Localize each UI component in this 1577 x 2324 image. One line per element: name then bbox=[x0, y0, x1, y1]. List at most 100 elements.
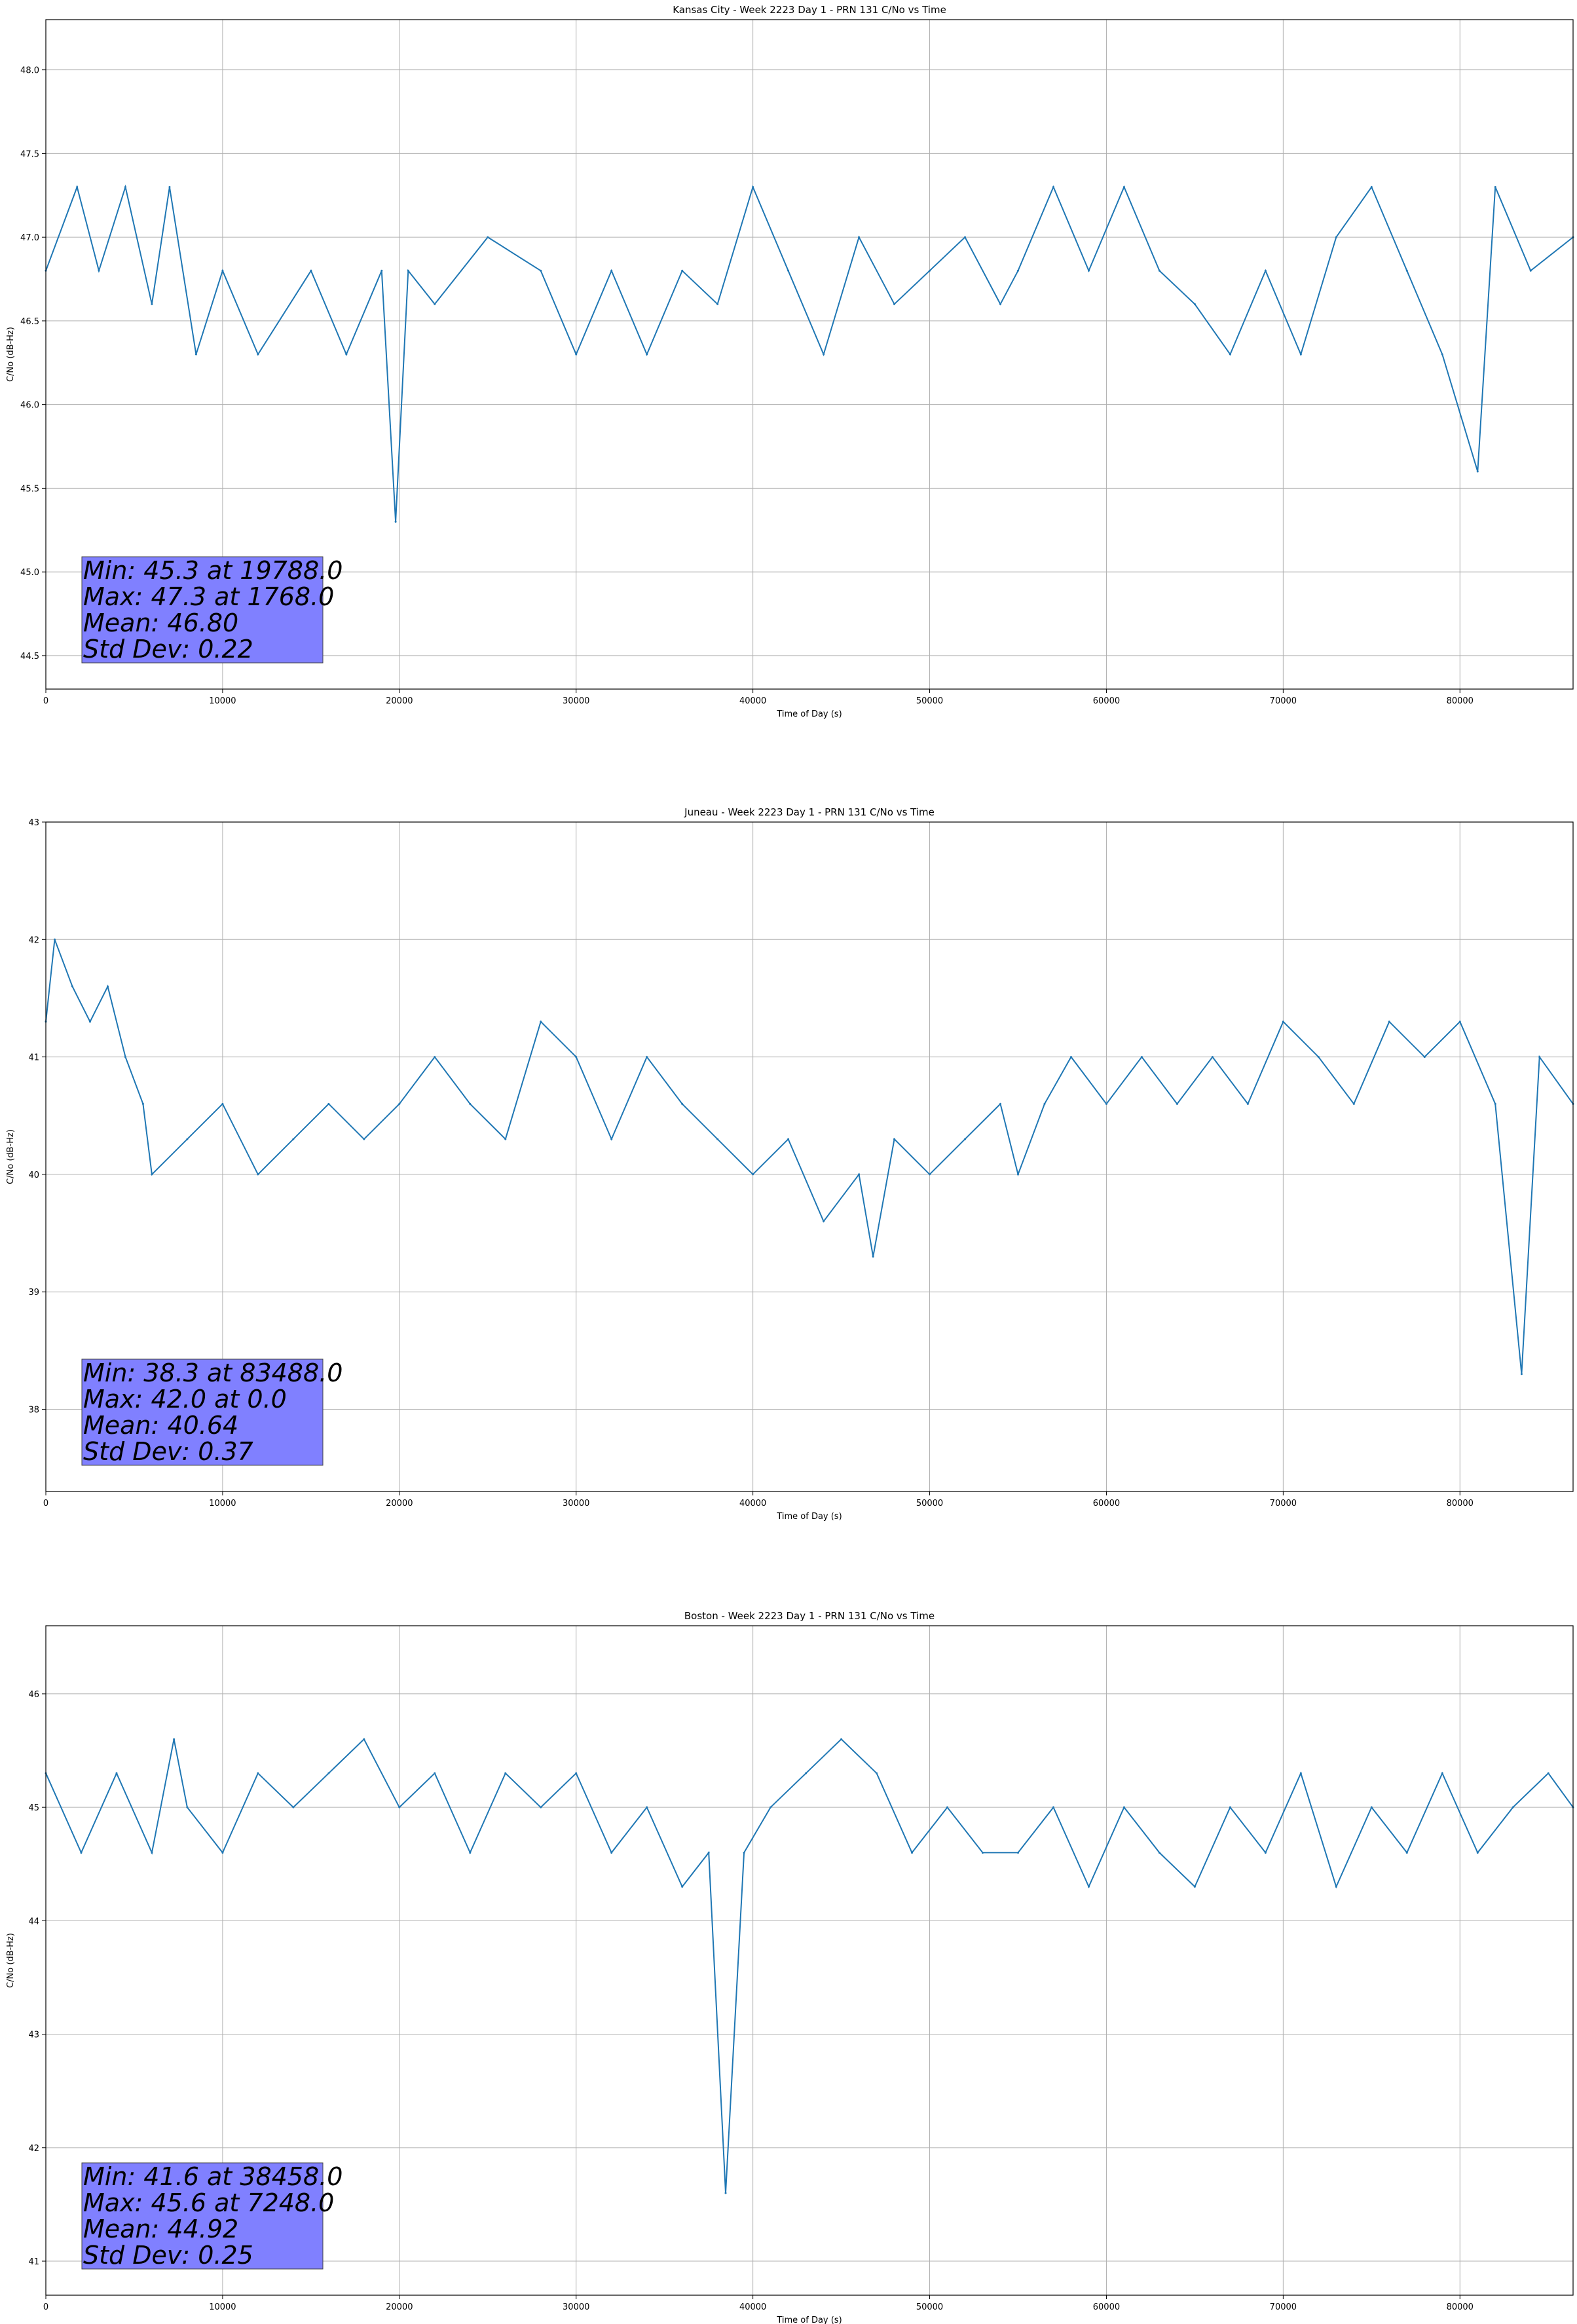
data-point bbox=[221, 1851, 224, 1854]
chart-panel-1: 0 10000 20000 30000 40000 50000 60000 70000 8000… bbox=[6, 4, 1574, 719]
data-point bbox=[124, 1056, 126, 1059]
data-point bbox=[1441, 1772, 1443, 1774]
stats-text-line: Mean: 44.92 bbox=[83, 2215, 238, 2243]
data-point bbox=[310, 269, 312, 272]
stats-text-line: Max: 42.0 at 0.0 bbox=[83, 1385, 287, 1414]
data-point bbox=[1122, 1806, 1125, 1809]
data-point bbox=[1016, 269, 1019, 272]
data-point bbox=[363, 1738, 365, 1740]
x-tick-label: 30000 bbox=[563, 2302, 589, 2312]
data-point bbox=[1476, 470, 1479, 473]
data-point bbox=[327, 1772, 330, 1774]
data-point bbox=[469, 1851, 472, 1854]
data-point bbox=[345, 353, 348, 356]
data-point bbox=[805, 1772, 807, 1774]
stats-box bbox=[81, 2162, 324, 2270]
data-point bbox=[1043, 1102, 1046, 1105]
chart-title: Juneau - Week 2223 Day 1 - PRN 131 C/No … bbox=[684, 806, 935, 818]
x-axis-label: Time of Day (s) bbox=[776, 2315, 842, 2324]
data-point bbox=[115, 1772, 118, 1774]
x-tick-label: 40000 bbox=[739, 696, 766, 706]
data-point bbox=[327, 1102, 330, 1105]
x-tick-label: 50000 bbox=[916, 2302, 943, 2312]
data-point bbox=[151, 1851, 153, 1854]
data-point bbox=[1264, 269, 1267, 272]
data-point bbox=[964, 1138, 967, 1140]
data-point bbox=[1423, 1056, 1426, 1059]
data-point bbox=[999, 1102, 1001, 1105]
data-point bbox=[646, 1806, 648, 1809]
y-tick-label: 45 bbox=[28, 1803, 39, 1813]
data-point bbox=[1122, 186, 1125, 188]
data-point bbox=[1370, 186, 1373, 188]
data-series-line bbox=[45, 939, 1574, 1374]
x-tick-label: 0 bbox=[43, 1499, 48, 1509]
data-point bbox=[469, 1102, 472, 1105]
data-point bbox=[752, 186, 754, 188]
data-point bbox=[257, 1772, 259, 1774]
data-point bbox=[1441, 353, 1443, 356]
x-tick-label: 0 bbox=[43, 696, 48, 706]
y-tick-label: 47.0 bbox=[20, 233, 39, 243]
stats-text-line: Max: 47.3 at 1768.0 bbox=[83, 582, 334, 611]
x-tick-label: 80000 bbox=[1447, 1499, 1474, 1509]
data-point bbox=[1512, 1806, 1514, 1809]
y-tick-label: 43 bbox=[28, 818, 39, 828]
data-point bbox=[407, 269, 409, 272]
data-point bbox=[88, 1021, 91, 1023]
stats-text-line: Mean: 46.80 bbox=[83, 609, 238, 637]
data-point bbox=[71, 985, 73, 988]
data-point bbox=[1105, 1102, 1107, 1105]
data-point bbox=[1476, 1851, 1479, 1854]
data-point bbox=[398, 1102, 401, 1105]
stats-box bbox=[81, 556, 324, 664]
data-point bbox=[380, 269, 383, 272]
data-point bbox=[911, 1851, 914, 1854]
y-axis-label: C/No (dB-Hz) bbox=[6, 1129, 16, 1184]
data-point bbox=[1158, 269, 1160, 272]
data-point bbox=[1370, 1806, 1373, 1809]
data-point bbox=[1246, 1102, 1249, 1105]
data-point bbox=[575, 353, 578, 356]
data-point bbox=[168, 186, 171, 188]
data-point bbox=[1087, 269, 1090, 272]
data-point bbox=[610, 269, 613, 272]
data-point bbox=[106, 985, 109, 988]
data-point bbox=[840, 1738, 843, 1740]
data-point bbox=[398, 1806, 401, 1809]
data-point bbox=[1335, 236, 1337, 238]
data-point bbox=[195, 353, 197, 356]
data-point bbox=[787, 269, 790, 272]
y-tick-label: 42 bbox=[28, 2144, 39, 2154]
axes-frame bbox=[45, 1625, 1574, 2296]
y-tick-label: 41 bbox=[28, 1053, 39, 1063]
y-tick-label: 46.5 bbox=[20, 317, 39, 327]
data-point bbox=[540, 1021, 542, 1023]
data-point bbox=[540, 269, 542, 272]
y-tick-label: 40 bbox=[28, 1171, 39, 1180]
y-tick-label: 38 bbox=[28, 1405, 39, 1415]
data-point bbox=[98, 269, 100, 272]
data-point bbox=[929, 1173, 931, 1176]
y-tick-label: 46 bbox=[28, 1690, 39, 1700]
data-point bbox=[504, 1138, 507, 1140]
data-point bbox=[292, 1138, 295, 1140]
data-point bbox=[1140, 1056, 1143, 1059]
data-point bbox=[716, 1138, 719, 1140]
x-tick-label: 40000 bbox=[739, 1499, 766, 1509]
y-tick-label: 46.0 bbox=[20, 401, 39, 411]
y-tick-label: 48.0 bbox=[20, 66, 39, 76]
data-point bbox=[1158, 1851, 1160, 1854]
stats-text-line: Mean: 40.64 bbox=[83, 1411, 238, 1440]
data-point bbox=[1547, 1772, 1549, 1774]
x-tick-label: 30000 bbox=[563, 696, 589, 706]
data-point bbox=[1193, 1885, 1196, 1888]
data-point bbox=[257, 353, 259, 356]
y-axis-label: C/No (dB-Hz) bbox=[6, 1933, 16, 1988]
y-tick-label: 44.5 bbox=[20, 652, 39, 662]
y-tick-label: 43 bbox=[28, 2031, 39, 2040]
data-point bbox=[394, 521, 397, 523]
data-point bbox=[292, 1806, 295, 1809]
x-tick-label: 0 bbox=[43, 2302, 48, 2312]
